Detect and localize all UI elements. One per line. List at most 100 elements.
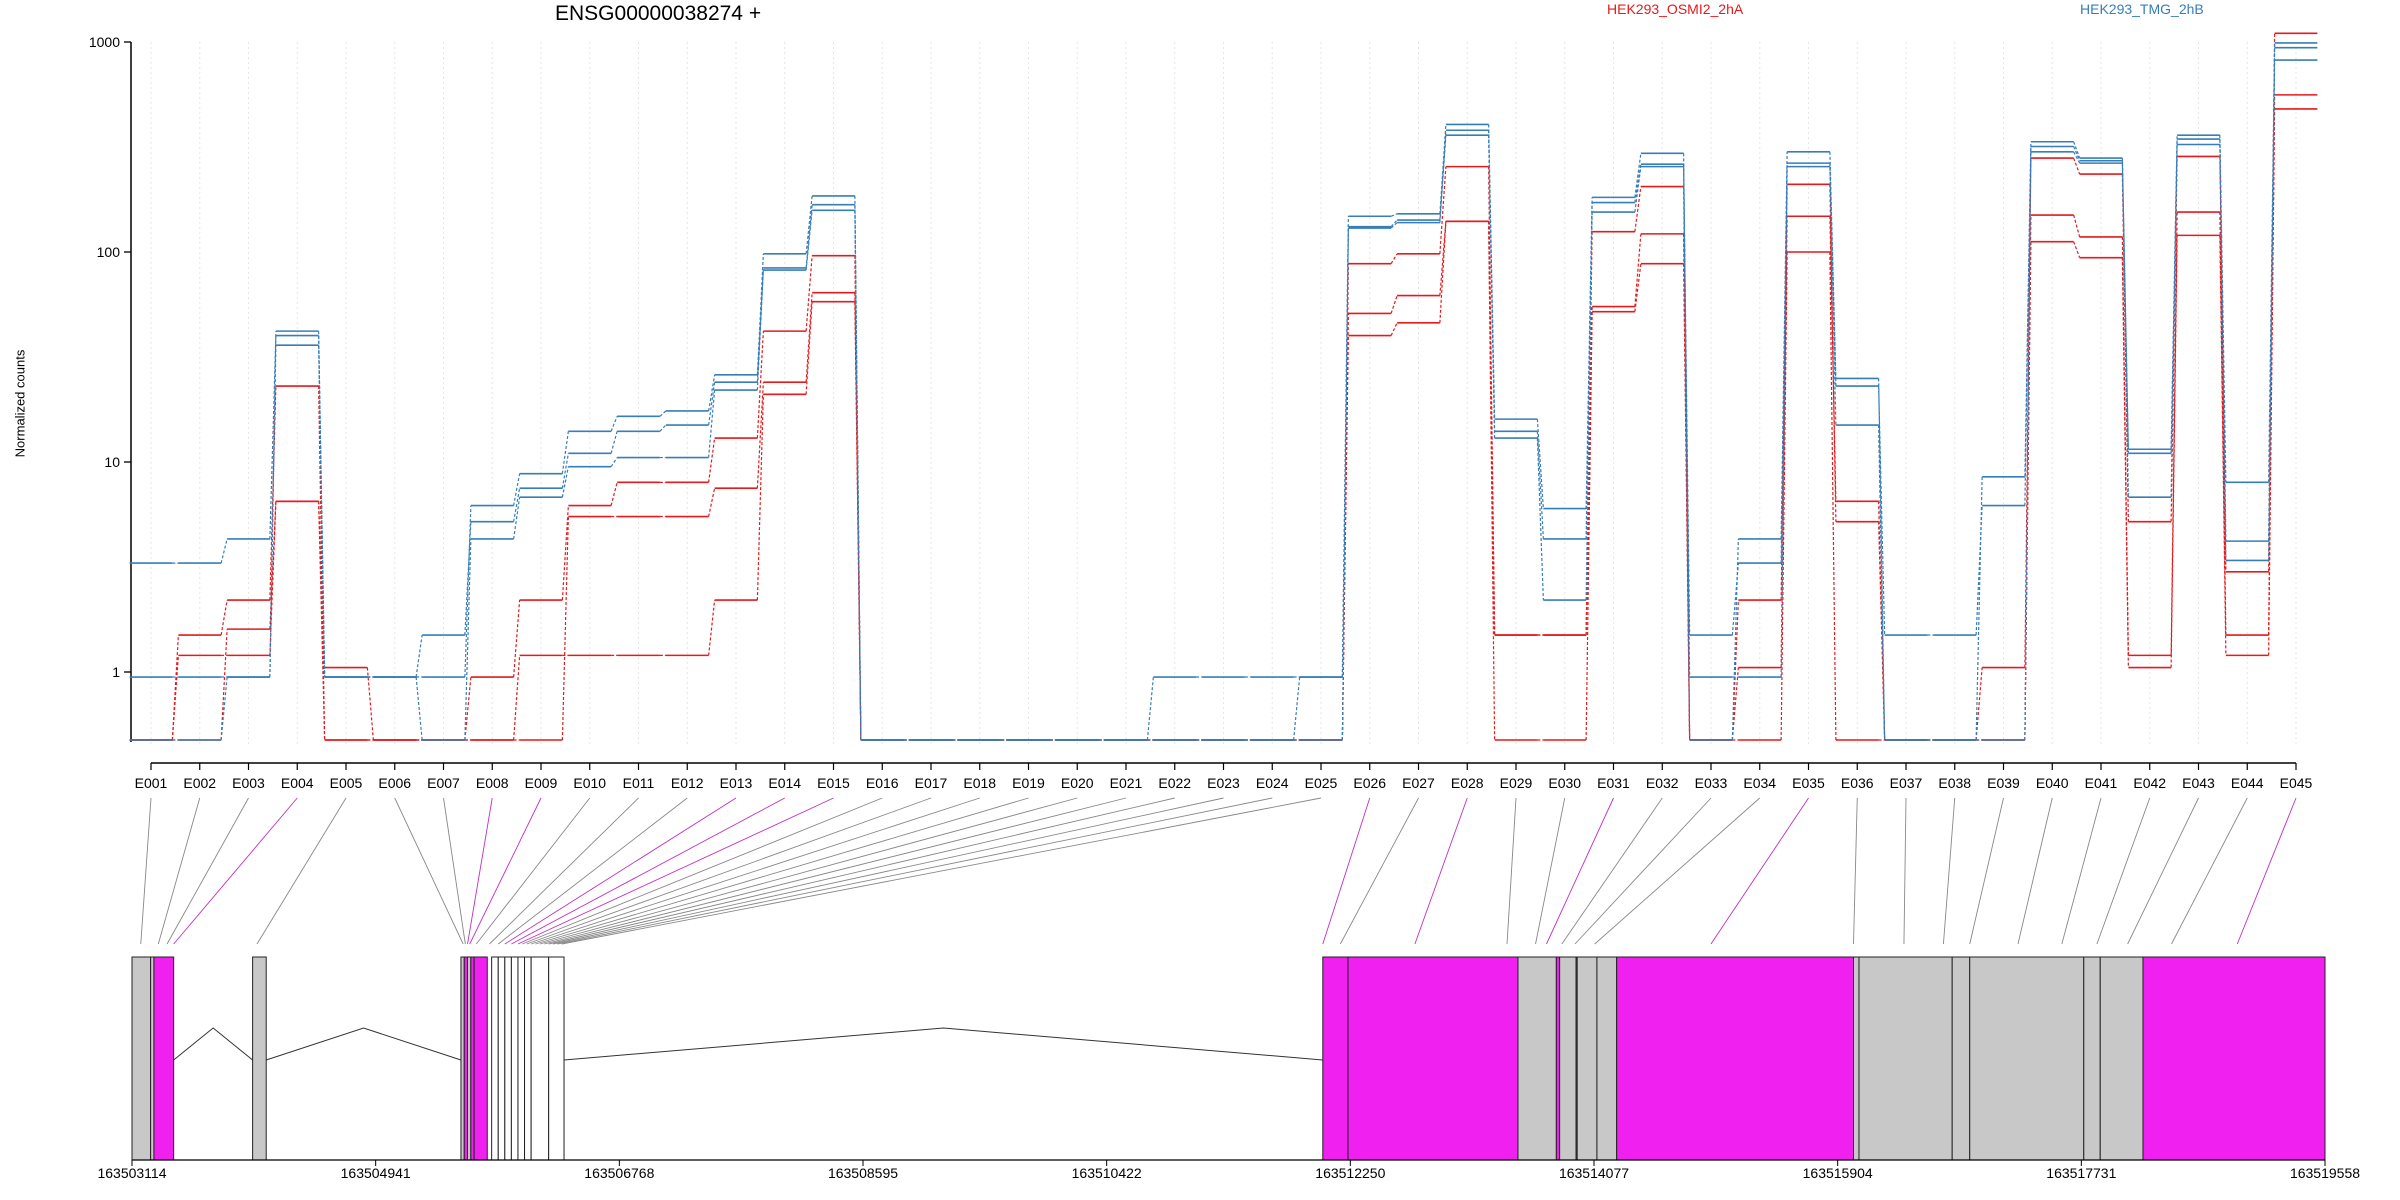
series-bin-transition	[708, 374, 716, 412]
bin-connector	[548, 797, 1175, 945]
bin-connector	[489, 797, 639, 945]
series-bin-transition	[220, 538, 228, 564]
exon-bin-rect	[153, 956, 175, 1161]
series-bin-transition	[1585, 212, 1593, 601]
series-bin-transition	[2219, 135, 2227, 483]
exon-bin-rect	[548, 956, 565, 1161]
series-bin-transition	[1390, 222, 1398, 229]
series-bin-transition	[464, 505, 472, 678]
series-bin-transition	[1585, 197, 1593, 509]
exon-bin-label: E043	[2182, 775, 2215, 791]
series-bin-transition	[1536, 431, 1544, 540]
series-bin-transition	[2121, 160, 2129, 454]
series-bin-transition	[1731, 538, 1739, 741]
exon-bin-rect	[517, 956, 526, 1161]
exon-bin-label: E008	[476, 775, 509, 791]
series-bin-transition	[2073, 141, 2081, 159]
bin-connector	[522, 797, 883, 945]
series-bin-transition	[2073, 157, 2081, 175]
series-bin-transition	[1878, 378, 1886, 741]
series-bin-transition	[1780, 251, 1788, 741]
series-bin-transition	[756, 267, 764, 383]
series-bin-transition	[1439, 221, 1447, 296]
series-bin-transition	[269, 501, 277, 630]
series-bin-transition	[464, 676, 472, 741]
series-bin-transition	[708, 382, 716, 426]
series-bin-transition	[1439, 166, 1447, 254]
series-bin-transition	[854, 195, 862, 741]
bin-connector	[511, 797, 785, 945]
bin-connector	[1574, 797, 1712, 945]
legend-entry-condition-2: HEK293_TMG_2hB	[2080, 1, 2204, 17]
bin-connector	[504, 797, 737, 945]
y-tick-label: 100	[97, 244, 121, 260]
exon-bin-rect	[497, 956, 506, 1161]
intron-line	[173, 1027, 253, 1061]
exon-bin-rect	[1559, 956, 1577, 1161]
series-bin-transition	[2268, 42, 2276, 483]
series-bin-transition	[2170, 135, 2178, 450]
exon-bin-label: E014	[768, 775, 801, 791]
series-bin-transition	[1439, 221, 1447, 323]
exon-bin-rect	[1858, 956, 1953, 1161]
series-bin-transition	[561, 516, 569, 741]
series-bin-transition	[805, 301, 813, 395]
exon-bin-label: E005	[330, 775, 363, 791]
intron-line	[563, 1027, 1323, 1061]
exon-bin-label: E027	[1402, 775, 1435, 791]
bin-connector	[497, 797, 688, 945]
bin-connector	[2127, 797, 2199, 945]
series-bin-transition	[805, 292, 813, 383]
bin-connector	[394, 797, 464, 945]
series-bin-transition	[1293, 676, 1301, 741]
series-bin-transition	[1634, 153, 1642, 198]
series-bin-transition	[561, 466, 569, 498]
coordinate-tick-label: 163506768	[584, 1165, 654, 1181]
genomic-coordinate-axis: 163503114 163504941 163506768 163508595 1635…	[97, 1159, 2360, 1181]
bin-connector	[157, 797, 201, 945]
series-bin-transition	[2170, 235, 2178, 668]
series-bin-transition	[1780, 151, 1788, 539]
exon-bin-label: E020	[1061, 775, 1094, 791]
series-bin-transition	[513, 655, 521, 741]
exon-bin-label: E004	[281, 775, 314, 791]
exon-bin-label: E032	[1646, 775, 1679, 791]
exon-bin-label: E030	[1548, 775, 1581, 791]
coordinate-tick-label: 163514077	[1559, 1165, 1629, 1181]
bin-connector	[517, 797, 834, 945]
bin-connector	[526, 797, 932, 945]
coordinate-tick-label: 163512250	[1315, 1165, 1385, 1181]
bin-connector	[552, 797, 1224, 945]
bin-connector	[1903, 797, 1907, 945]
bin-connector-lines	[140, 797, 2297, 945]
coordinate-tick-label: 163504941	[341, 1165, 411, 1181]
exon-bin-label: E016	[866, 775, 899, 791]
exon-bin-rect	[530, 956, 550, 1161]
series-bin-transition	[2121, 158, 2129, 450]
exon-bin-rect	[1322, 956, 1349, 1161]
series-bin-transition	[415, 676, 423, 741]
bin-connector	[256, 797, 347, 945]
y-tick-label: 1	[112, 664, 120, 680]
bin-connector	[1942, 797, 1956, 945]
exon-bin-label: E033	[1695, 775, 1728, 791]
series-bin-transition	[2024, 151, 2032, 741]
bin-connector	[1546, 797, 1614, 945]
series-bin-transition	[1634, 263, 1642, 312]
series-bin-transition	[561, 505, 569, 601]
series-bin-transition	[610, 416, 618, 432]
series-bin-transition	[1829, 184, 1837, 522]
bin-connector	[2096, 797, 2151, 945]
exon-bin-label: E001	[135, 775, 168, 791]
series-bin-transition	[1731, 600, 1739, 741]
series-bin-transition	[318, 331, 326, 678]
exon-bin-label: E019	[1012, 775, 1045, 791]
exon-bin-rect	[252, 956, 267, 1161]
exon-bin-label: E023	[1207, 775, 1240, 791]
series-bin-transition	[2073, 146, 2081, 161]
bin-connector	[557, 797, 1273, 945]
bin-connector	[539, 797, 1078, 945]
series-bin-transition	[1731, 563, 1739, 636]
bin-connector	[535, 797, 1029, 945]
